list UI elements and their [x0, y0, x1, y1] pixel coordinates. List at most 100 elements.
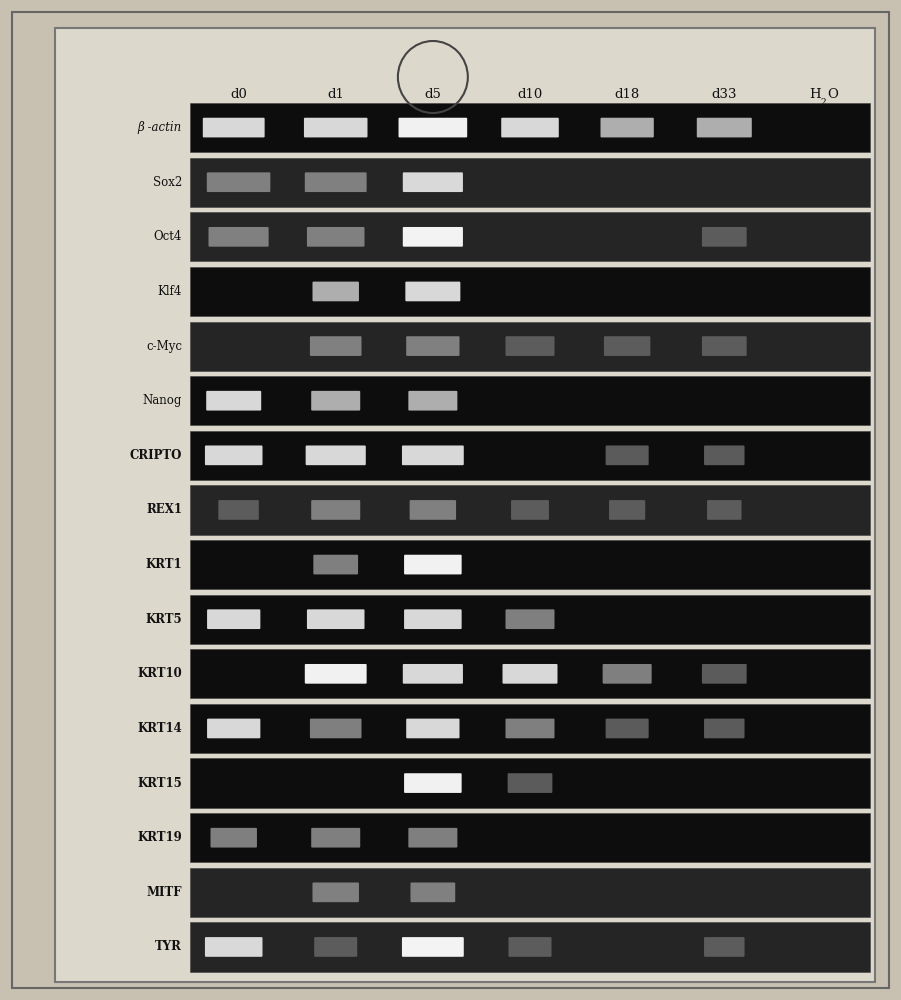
FancyBboxPatch shape	[205, 445, 262, 465]
FancyBboxPatch shape	[704, 445, 744, 465]
FancyBboxPatch shape	[505, 336, 554, 356]
FancyBboxPatch shape	[314, 555, 358, 574]
Text: KRT5: KRT5	[145, 613, 182, 626]
FancyBboxPatch shape	[408, 828, 458, 848]
Text: H: H	[809, 88, 821, 101]
Text: d0: d0	[230, 88, 247, 101]
FancyBboxPatch shape	[403, 664, 463, 684]
Bar	[190, 704, 870, 753]
Bar	[190, 322, 870, 371]
FancyBboxPatch shape	[403, 172, 463, 192]
Text: KRT14: KRT14	[137, 722, 182, 735]
Text: d5: d5	[424, 88, 441, 101]
FancyBboxPatch shape	[404, 555, 461, 574]
FancyBboxPatch shape	[207, 172, 270, 192]
Text: TYR: TYR	[155, 940, 182, 953]
FancyBboxPatch shape	[702, 227, 747, 247]
FancyBboxPatch shape	[404, 609, 461, 629]
FancyBboxPatch shape	[218, 500, 259, 520]
Bar	[190, 813, 870, 862]
FancyBboxPatch shape	[402, 445, 464, 465]
Text: KRT15: KRT15	[137, 777, 182, 790]
FancyBboxPatch shape	[305, 172, 367, 192]
Bar	[190, 431, 870, 480]
FancyBboxPatch shape	[307, 609, 365, 629]
FancyBboxPatch shape	[402, 937, 464, 957]
FancyBboxPatch shape	[398, 118, 468, 137]
Bar	[190, 158, 870, 207]
Text: d1: d1	[327, 88, 344, 101]
FancyBboxPatch shape	[406, 719, 460, 738]
Bar	[190, 267, 870, 316]
Bar	[190, 485, 870, 535]
FancyBboxPatch shape	[702, 336, 747, 356]
Bar	[190, 922, 870, 972]
Text: β -actin: β -actin	[138, 121, 182, 134]
Bar	[190, 868, 870, 917]
FancyBboxPatch shape	[211, 828, 257, 848]
FancyBboxPatch shape	[311, 500, 360, 520]
Text: 2: 2	[821, 98, 826, 107]
FancyBboxPatch shape	[206, 391, 261, 411]
FancyBboxPatch shape	[605, 719, 649, 738]
FancyBboxPatch shape	[603, 664, 651, 684]
Text: CRIPTO: CRIPTO	[130, 449, 182, 462]
FancyBboxPatch shape	[208, 227, 268, 247]
FancyBboxPatch shape	[207, 609, 260, 629]
FancyBboxPatch shape	[408, 391, 458, 411]
FancyBboxPatch shape	[313, 282, 359, 301]
Text: Nanog: Nanog	[142, 394, 182, 407]
Text: REX1: REX1	[146, 503, 182, 516]
FancyBboxPatch shape	[704, 937, 744, 957]
FancyBboxPatch shape	[310, 336, 361, 356]
FancyBboxPatch shape	[311, 391, 360, 411]
FancyBboxPatch shape	[305, 664, 367, 684]
FancyBboxPatch shape	[305, 445, 366, 465]
FancyBboxPatch shape	[404, 773, 461, 793]
FancyBboxPatch shape	[605, 445, 649, 465]
FancyBboxPatch shape	[311, 828, 360, 848]
FancyBboxPatch shape	[508, 937, 551, 957]
FancyBboxPatch shape	[411, 882, 455, 902]
Text: Oct4: Oct4	[154, 230, 182, 243]
FancyBboxPatch shape	[314, 937, 357, 957]
FancyBboxPatch shape	[702, 664, 747, 684]
FancyBboxPatch shape	[511, 500, 549, 520]
FancyBboxPatch shape	[203, 118, 265, 137]
Bar	[190, 212, 870, 261]
FancyBboxPatch shape	[507, 773, 552, 793]
Text: d10: d10	[517, 88, 542, 101]
Text: c-Myc: c-Myc	[146, 340, 182, 353]
FancyBboxPatch shape	[600, 118, 654, 137]
Text: MITF: MITF	[147, 886, 182, 899]
FancyBboxPatch shape	[310, 719, 361, 738]
FancyBboxPatch shape	[503, 664, 558, 684]
Text: d18: d18	[614, 88, 640, 101]
Text: Klf4: Klf4	[158, 285, 182, 298]
Bar	[190, 758, 870, 808]
FancyBboxPatch shape	[704, 719, 744, 738]
FancyBboxPatch shape	[505, 719, 554, 738]
Text: O: O	[827, 88, 838, 101]
FancyBboxPatch shape	[505, 609, 554, 629]
Text: Sox2: Sox2	[153, 176, 182, 189]
FancyBboxPatch shape	[313, 882, 359, 902]
FancyBboxPatch shape	[696, 118, 751, 137]
Bar	[190, 595, 870, 644]
Bar	[190, 649, 870, 698]
Text: d33: d33	[712, 88, 737, 101]
Text: KRT1: KRT1	[145, 558, 182, 571]
FancyBboxPatch shape	[304, 118, 368, 137]
FancyBboxPatch shape	[707, 500, 742, 520]
FancyBboxPatch shape	[205, 937, 262, 957]
FancyBboxPatch shape	[403, 227, 463, 247]
FancyBboxPatch shape	[501, 118, 559, 137]
Bar	[190, 376, 870, 425]
FancyBboxPatch shape	[609, 500, 645, 520]
Bar	[190, 103, 870, 152]
FancyBboxPatch shape	[410, 500, 456, 520]
Text: KRT19: KRT19	[137, 831, 182, 844]
Bar	[190, 540, 870, 589]
FancyBboxPatch shape	[55, 28, 875, 982]
FancyBboxPatch shape	[307, 227, 365, 247]
